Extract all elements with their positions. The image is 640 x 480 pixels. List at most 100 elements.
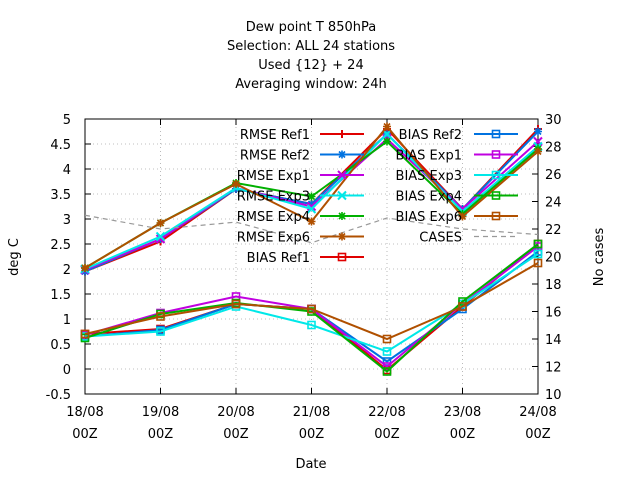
series-line	[84, 262, 539, 341]
data-point	[383, 137, 391, 146]
legend-item: RMSE Exp6	[237, 231, 364, 246]
legend-marker	[337, 170, 347, 180]
legend-label: RMSE Ref1	[240, 128, 310, 143]
series-lines	[80, 122, 543, 376]
title-line: Averaging window: 24h	[235, 77, 387, 92]
x-tick-label: 20/08 00Z	[217, 405, 254, 442]
series-line	[84, 243, 539, 373]
data-point	[307, 304, 316, 314]
x-axis-label: Date	[295, 457, 326, 472]
y-tick-label: 4	[63, 163, 71, 178]
x-tick-label: 19/08 00Z	[142, 405, 179, 442]
y-tick-label: 3.5	[50, 188, 71, 203]
x-tick-label: 22/08 00Z	[368, 405, 405, 442]
y2-tick-label: 30	[545, 113, 562, 128]
y2-tick-label: 22	[545, 223, 562, 238]
legend-item: RMSE Ref1	[240, 128, 364, 143]
legend-label: BIAS Exp6	[396, 210, 462, 225]
y2-tick-label: 24	[545, 196, 562, 211]
x-tick-label: 18/08 00Z	[66, 405, 103, 442]
data-point	[306, 204, 317, 214]
legend-marker	[338, 232, 346, 241]
series-bias-exp1	[80, 242, 543, 371]
y2-tick-label: 18	[545, 278, 562, 293]
series-bias-exp6	[80, 258, 543, 344]
legend-label: RMSE Exp1	[237, 169, 310, 184]
legend-label: RMSE Exp3	[237, 190, 310, 205]
legend-marker	[338, 150, 346, 159]
y2-tick-label: 12	[545, 361, 562, 376]
y2-tick-label: 28	[545, 141, 562, 156]
data-point	[534, 147, 542, 156]
legend-marker	[491, 211, 501, 221]
chart-title: Dew point T 850hPa Selection: ALL 24 stat…	[227, 20, 395, 92]
legend-label: BIAS Exp3	[396, 169, 462, 184]
series-rmse-exp6	[81, 122, 542, 272]
series-bias-exp4	[80, 239, 543, 376]
x-tick-label: 23/08 00Z	[444, 405, 481, 442]
legend-marker	[491, 191, 501, 200]
data-point	[533, 239, 543, 249]
data-point	[534, 127, 542, 136]
y-axis-label: deg C	[7, 238, 22, 276]
legend-marker	[337, 190, 347, 201]
y-tick-label: 5	[63, 113, 71, 128]
data-point	[232, 180, 240, 188]
y-tick-label: 4.5	[50, 138, 71, 153]
y2-tick-label: 14	[545, 333, 562, 348]
y2-tick-label: 26	[545, 168, 562, 183]
y-tick-label: 3	[63, 213, 71, 228]
data-point	[382, 334, 392, 344]
legend-label: RMSE Ref2	[240, 149, 310, 164]
data-point	[307, 320, 316, 330]
series-cases	[84, 214, 539, 244]
y2-tick-label: 20	[545, 251, 562, 266]
data-point	[307, 217, 316, 226]
data-point	[382, 347, 392, 356]
y-tick-label: 1.5	[50, 288, 71, 303]
series-line	[84, 253, 539, 353]
plot-frame	[84, 118, 539, 395]
legend-label: BIAS Exp4	[396, 190, 462, 205]
x-tick-label: 21/08 00Z	[293, 405, 330, 442]
data-point	[156, 327, 165, 336]
data-point	[383, 122, 391, 131]
legend-marker	[338, 130, 346, 138]
legend-item: BIAS Exp4	[396, 190, 518, 205]
y-tick-label: 0	[63, 363, 71, 378]
legend: RMSE Ref1 RMSE Ref2 RMSE Exp1 RMSE Exp3 RMSE…	[237, 128, 518, 266]
legend-item: BIAS Exp6	[396, 210, 518, 225]
legend-label: RMSE Exp4	[237, 210, 310, 225]
legend-label: BIAS Ref2	[399, 128, 462, 143]
axes: -0.5 0 0.5 1 1.5 2 2.5 3 3.5 4 4.5 5 10 12 14 16 18 20 22 2…	[46, 113, 562, 442]
y-tick-label: 1	[63, 313, 71, 328]
title-line: Selection: ALL 24 stations	[227, 39, 395, 54]
y2-axis-label: No cases	[592, 228, 607, 287]
y2-tick-label: 10	[545, 388, 562, 403]
legend-item: BIAS Ref1	[247, 251, 364, 266]
data-point	[156, 219, 165, 227]
x-tick-label: 24/08 00Z	[519, 405, 556, 442]
legend-label: BIAS Exp1	[396, 149, 462, 164]
data-point	[533, 249, 543, 259]
legend-item: BIAS Exp3	[396, 169, 518, 184]
legend-item: RMSE Ref2	[240, 149, 364, 164]
series-line	[84, 245, 539, 368]
legend-item: RMSE Exp1	[237, 169, 364, 184]
legend-marker	[491, 129, 501, 139]
legend-item: BIAS Exp1	[396, 149, 518, 164]
y-tick-label: 2	[63, 263, 71, 278]
legend-label: BIAS Ref1	[247, 251, 310, 266]
series-line	[84, 214, 539, 244]
y-tick-label: -0.5	[46, 388, 71, 403]
grid	[85, 119, 538, 394]
data-point	[382, 367, 392, 376]
legend-label: CASES	[419, 231, 462, 246]
data-point	[458, 297, 467, 306]
y-tick-label: 2.5	[50, 238, 71, 253]
y2-tick-label: 16	[545, 306, 562, 321]
legend-marker	[338, 212, 346, 220]
data-point	[458, 212, 467, 221]
title-line: Used {12} + 24	[258, 58, 363, 73]
